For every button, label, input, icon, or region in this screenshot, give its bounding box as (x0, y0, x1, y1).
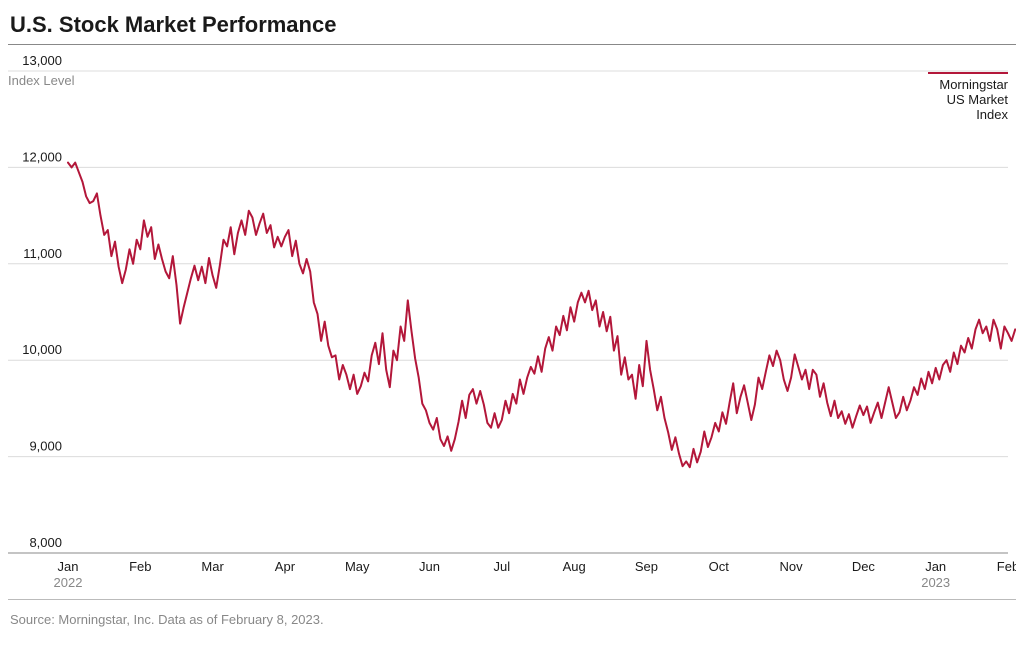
source-rule (8, 599, 1016, 600)
y-tick-label: 13,000 (22, 53, 62, 68)
legend-label: US Market (947, 92, 1009, 107)
x-tick-label: Sep (635, 559, 658, 574)
x-tick-label: Feb (129, 559, 151, 574)
source-note: Source: Morningstar, Inc. Data as of Feb… (10, 612, 1016, 627)
x-tick-label: May (345, 559, 370, 574)
x-tick-label: Oct (709, 559, 730, 574)
x-tick-label: Jul (494, 559, 511, 574)
y-axis-subtitle: Index Level (8, 73, 75, 88)
x-tick-label: Mar (201, 559, 224, 574)
plot-svg: 8,000 9,000 10,000 11,000 12,000 13,000 Index … (8, 53, 1016, 593)
series-line (68, 163, 1015, 468)
x-tick-label: Aug (563, 559, 586, 574)
chart-title: U.S. Stock Market Performance (10, 12, 1016, 38)
y-tick-label: 9,000 (29, 439, 62, 454)
y-tick-label: 11,000 (23, 246, 62, 261)
y-tick-label: 12,000 (22, 149, 62, 164)
x-tick-label: Dec (852, 559, 876, 574)
x-tick-label: Apr (275, 559, 296, 574)
legend-label: Morningstar (939, 77, 1008, 92)
x-tick-year: 2022 (54, 575, 83, 590)
title-rule (8, 44, 1016, 45)
legend-label: Index (976, 107, 1008, 122)
y-tick-label: 8,000 (29, 535, 62, 550)
x-tick-label: Nov (780, 559, 804, 574)
x-tick-label: Jan (925, 559, 946, 574)
y-tick-label: 10,000 (22, 342, 62, 357)
x-tick-year: 2023 (921, 575, 950, 590)
plot-area: 8,000 9,000 10,000 11,000 12,000 13,000 Index … (8, 53, 1016, 593)
x-tick-label: Jun (419, 559, 440, 574)
x-tick-label: Feb (997, 559, 1016, 574)
chart-container: U.S. Stock Market Performance 8,000 9,000… (0, 0, 1024, 645)
x-tick-label: Jan (58, 559, 79, 574)
